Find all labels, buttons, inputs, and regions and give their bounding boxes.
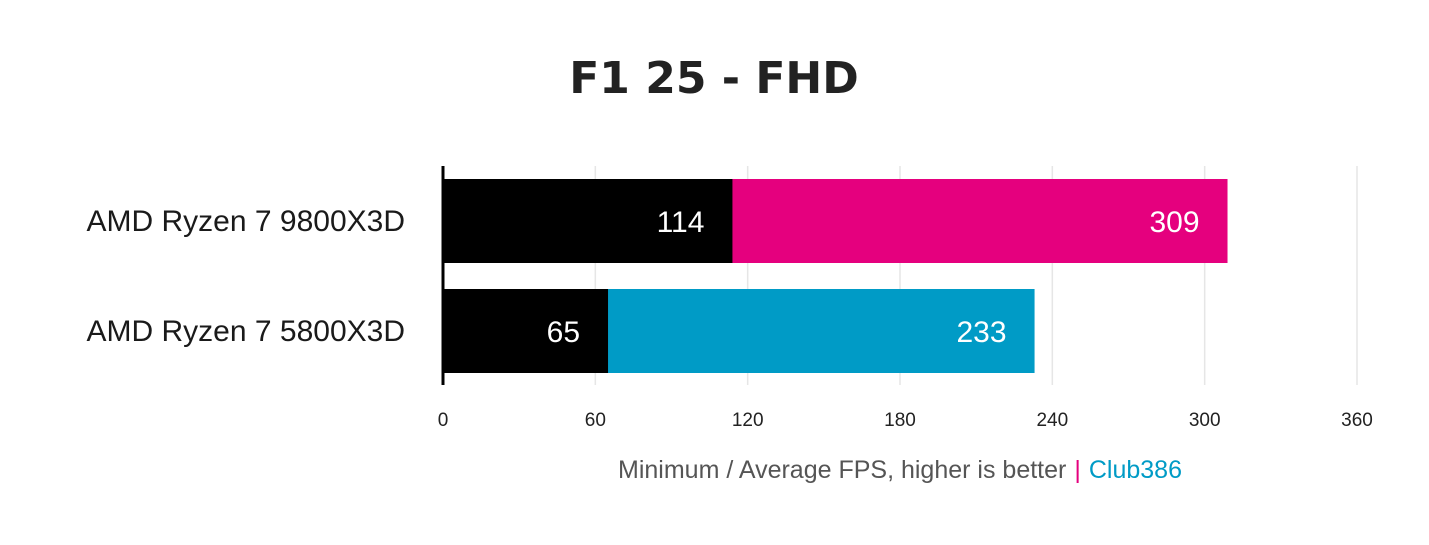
bar-minimum-0 — [443, 179, 733, 263]
x-tick-label-6: 360 — [1341, 410, 1373, 431]
x-tick-labels: 0 60 120 180 240 300 360 — [438, 410, 1373, 431]
x-tick-label-1: 60 — [585, 410, 606, 431]
x-tick-label-2: 120 — [732, 410, 764, 431]
x-tick-label-4: 240 — [1036, 410, 1068, 431]
x-tick-label-5: 300 — [1189, 410, 1221, 431]
bar-minimum-1 — [443, 289, 609, 373]
chart-title: F1 25 - FHD — [569, 53, 859, 104]
x-tick-label-3: 180 — [884, 410, 916, 431]
bar-average-label-0: 309 — [1149, 206, 1199, 239]
bar-minimum-label-1: 65 — [547, 316, 580, 349]
x-tick-label-0: 0 — [438, 410, 449, 431]
caption-brand: Club386 — [1089, 456, 1182, 484]
bar-average-label-1: 233 — [956, 316, 1006, 349]
bars: 114 309 65 233 — [443, 179, 1228, 373]
caption-separator: | — [1074, 456, 1081, 484]
chart-caption: Minimum / Average FPS, higher is better |… — [618, 456, 1182, 484]
bar-minimum-label-0: 114 — [657, 206, 705, 239]
caption-text: Minimum / Average FPS, higher is better — [618, 456, 1066, 484]
category-label-0: AMD Ryzen 7 9800X3D — [87, 205, 406, 238]
category-labels: AMD Ryzen 7 9800X3D AMD Ryzen 7 5800X3D — [87, 205, 406, 348]
category-label-1: AMD Ryzen 7 5800X3D — [87, 315, 406, 348]
